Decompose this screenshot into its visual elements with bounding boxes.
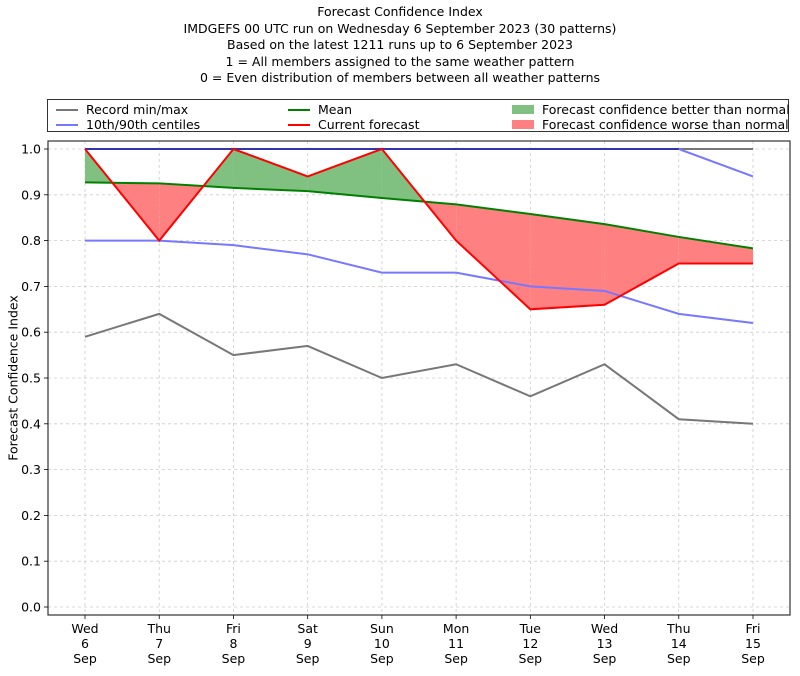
x-tick-label: 10 [374,636,390,651]
fill-worse-than-normal [604,224,679,305]
x-tick-label: Sat [297,621,318,636]
legend-swatch-centiles [56,123,78,126]
x-tick-label: Wed [591,621,618,636]
line-current-forecast [84,147,753,311]
fill-better-than-normal [233,149,308,192]
x-tick-label: Thu [146,621,170,636]
fill-worse-than-normal [530,214,605,310]
legend-item-centiles: 10th/90th centiles [56,117,200,132]
x-tick-label: Sep [593,651,617,666]
legend-label-better: Forecast confidence better than normal [542,102,790,117]
chart-title: Forecast Confidence Index [317,4,483,19]
legend-swatch-worse [512,120,534,129]
x-tick-label: Fri [226,621,241,636]
legend-item-better: Forecast confidence better than normal [512,102,790,117]
y-tick-label: 1.0 [21,142,41,157]
legend-swatch-current [288,123,310,126]
legend: Record min/max 10th/90th centiles Mean C… [47,99,790,132]
x-tick-label: Sep [667,651,691,666]
y-tick-label: 0.2 [21,508,41,523]
x-tick-label: Sep [73,651,97,666]
x-tick-label: Mon [443,621,469,636]
legend-item-worse: Forecast confidence worse than normal [512,117,789,132]
x-tick-label: 9 [304,636,312,651]
x-tick-label: Wed [71,621,98,636]
y-tick-label: 0.9 [21,187,41,202]
chart-subtitle-one: 1 = All members assigned to the same wea… [225,53,575,69]
x-tick-label: Sep [147,651,171,666]
x-tick-label: 15 [745,636,761,651]
legend-item-record: Record min/max [56,102,188,117]
x-tick-label: Sun [370,621,394,636]
legend-item-mean: Mean [288,102,352,117]
chart-title-block: Forecast Confidence Index IMDGEFS 00 UTC… [0,4,800,87]
x-tick-label: Fri [746,621,761,636]
grid [48,141,790,615]
confidence-fills [85,149,753,310]
fill-worse-than-normal [456,204,531,310]
legend-label-worse: Forecast confidence worse than normal [542,117,789,132]
series-lines [84,147,754,425]
legend-swatch-better [512,105,534,114]
legend-swatch-record [56,108,78,111]
x-tick-label: Sep [296,651,320,666]
legend-label-record: Record min/max [86,102,189,117]
x-tick-label: 6 [81,636,89,651]
x-tick-label: 8 [229,636,237,651]
y-tick-label: 0.0 [21,600,41,615]
y-tick-label: 0.1 [21,554,41,569]
legend-label-mean: Mean [318,102,353,117]
x-tick-label: Sep [444,651,468,666]
y-tick-label: 0.7 [21,279,41,294]
y-axis-ticks: 0.0 0.1 0.2 0.3 0.4 0.5 0.6 0.7 0.8 0.9 1.0 [21,142,48,615]
line-90th-centile [85,148,754,178]
x-tick-label: 14 [671,636,687,651]
x-tick-label: 7 [155,636,163,651]
fill-worse-than-normal [678,236,753,264]
x-tick-label: Sep [519,651,543,666]
line-10th-centile [85,239,754,325]
x-tick-label: Sep [370,651,394,666]
y-tick-label: 0.3 [21,462,41,477]
x-tick-label: Thu [666,621,690,636]
chart-subtitle-zero: 0 = Even distribution of members between… [199,70,601,86]
y-tick-label: 0.5 [21,371,41,386]
chart-subtitle-basis: Based on the latest 1211 runs up to 6 Se… [227,37,573,53]
y-tick-label: 0.6 [21,325,41,340]
x-tick-label: Sep [222,651,246,666]
legend-label-current: Current forecast [318,117,420,132]
y-tick-label: 0.8 [21,233,41,248]
x-tick-label: Sep [741,651,765,666]
x-tick-label: Tue [519,621,542,636]
fill-better-than-normal [307,149,382,199]
x-axis-ticks: Wed6SepThu7SepFri8SepSat9SepSun10SepMon1… [71,615,765,666]
x-tick-label: 12 [522,636,538,651]
chart-subtitle-run: IMDGEFS 00 UTC run on Wednesday 6 Septem… [183,20,617,36]
legend-item-current: Current forecast [288,117,419,132]
y-tick-label: 0.4 [21,416,41,431]
x-tick-label: 13 [597,636,613,651]
legend-swatch-mean [288,108,310,111]
line-mean [84,181,754,250]
legend-label-centiles: 10th/90th centiles [86,117,201,132]
line-record-min [84,312,754,425]
x-tick-label: 11 [448,636,464,651]
